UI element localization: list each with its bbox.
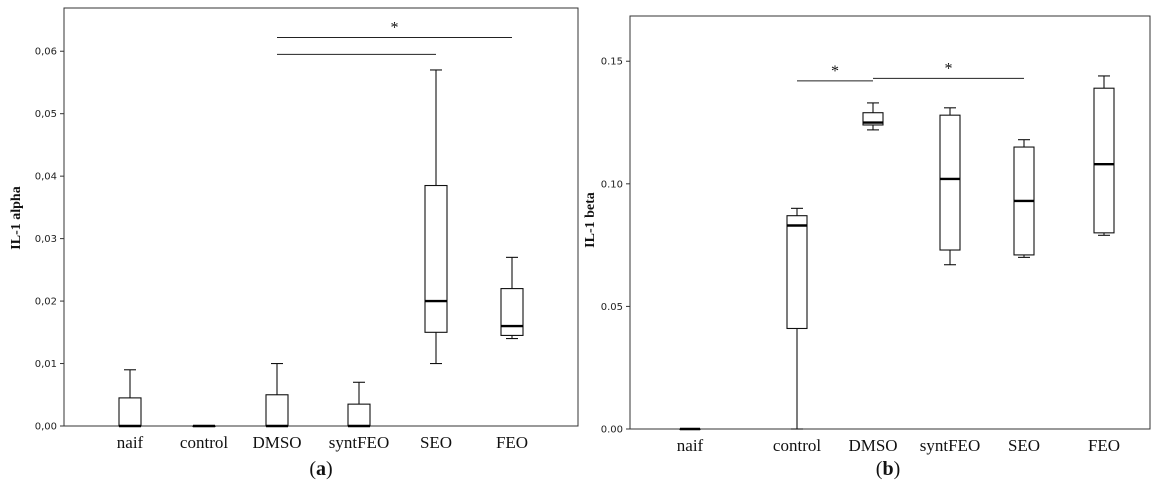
box-iqr: [1093, 87, 1115, 234]
x-category-label: FEO: [1088, 436, 1120, 455]
y-tick-label: 0,03: [35, 234, 57, 245]
box-seo: [424, 69, 448, 365]
y-axis-label: IL-1 alpha: [9, 186, 24, 249]
y-tick-label: 0.00: [601, 425, 623, 436]
box-iqr: [939, 114, 961, 251]
x-category-label: FEO: [496, 433, 528, 452]
plot-frame: [63, 7, 579, 427]
significance-marker: *: [391, 19, 399, 36]
x-category-label: control: [773, 436, 821, 455]
box-syntfeo: [347, 381, 371, 428]
box-dmso: [265, 362, 289, 428]
panel-label-close: ): [326, 458, 333, 480]
y-tick-label: 0,05: [35, 109, 57, 120]
box-iqr: [424, 184, 448, 333]
x-category-label: syntFEO: [920, 436, 980, 455]
panel-label: (a): [309, 458, 332, 480]
x-category-label: DMSO: [252, 433, 301, 452]
box-iqr: [265, 394, 289, 427]
box-control: [192, 424, 216, 428]
x-category-label: naif: [117, 433, 144, 452]
y-tick-label: 0,02: [35, 297, 57, 308]
panel-a: 0,00 0,01 0,02 0,03 0,04 0,05 0,06 IL-1 alpha na…: [9, 7, 579, 480]
x-category-label: SEO: [420, 433, 452, 452]
y-tick-label: 0,06: [35, 47, 57, 58]
box-iqr: [786, 215, 808, 330]
x-category-label: control: [180, 433, 228, 452]
panel-label-letter: b: [882, 458, 893, 480]
x-category-label: DMSO: [848, 436, 897, 455]
y-tick-label: 0.05: [601, 302, 623, 313]
significance-marker: *: [831, 63, 839, 80]
x-category-label: syntFEO: [329, 433, 389, 452]
panel-label-open: (: [309, 458, 316, 480]
panel-b: 0.00 0.05 0.10 0.15 IL-1 beta naif control DMSO…: [583, 15, 1151, 480]
box-seo: [1013, 139, 1035, 258]
y-axis-label: IL-1 beta: [583, 192, 598, 248]
y-tick-label: 0.10: [601, 179, 623, 190]
box-control: [786, 207, 808, 430]
box-iqr: [500, 288, 524, 336]
box-feo: [500, 256, 524, 340]
x-category-label: naif: [677, 436, 704, 455]
y-tick-label: 0.15: [601, 57, 623, 68]
panel-label: (b): [876, 458, 900, 480]
panel-label-letter: a: [316, 458, 326, 480]
significance-marker: *: [945, 60, 953, 77]
y-tick-label: 0,01: [35, 359, 57, 370]
panel-label-open: (: [876, 458, 883, 480]
x-category-label: SEO: [1008, 436, 1040, 455]
panel-label-close: ): [894, 458, 901, 480]
box-iqr: [347, 403, 371, 427]
box-syntfeo: [939, 107, 961, 266]
box-dmso: [862, 102, 884, 131]
box-naif: [118, 369, 142, 428]
plot-frame: [629, 15, 1151, 430]
y-tick-label: 0,04: [35, 172, 57, 183]
box-feo: [1093, 75, 1115, 236]
box-naif: [679, 427, 701, 431]
y-tick-label: 0,00: [35, 422, 57, 433]
box-iqr: [118, 397, 142, 427]
